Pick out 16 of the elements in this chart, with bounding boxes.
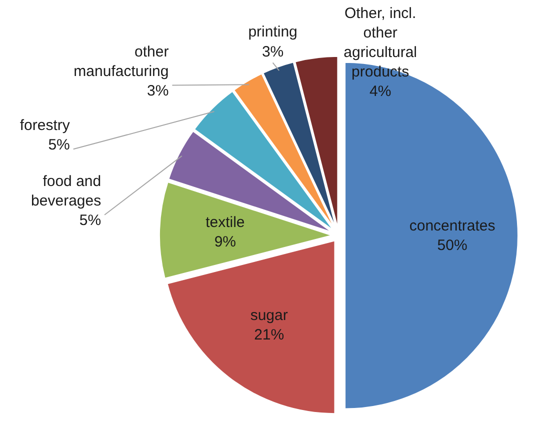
data-label: 4%	[369, 82, 392, 100]
slice-label: sugar	[250, 306, 288, 324]
slice-label: forestry	[20, 117, 70, 134]
slice-label: textile	[206, 214, 245, 231]
slice-label: printing	[248, 24, 298, 41]
data-label: 5%	[48, 136, 70, 154]
data-label: 3%	[147, 82, 169, 100]
data-label: 5%	[79, 212, 102, 230]
slice-label: food and beverages	[31, 172, 102, 210]
data-label: 3%	[262, 43, 284, 60]
data-label: 50%	[437, 236, 468, 254]
slice-label: other manufacturing	[74, 43, 169, 80]
slice-label: Other, incl. other agricultural products	[344, 4, 418, 80]
slice-label: concentrates	[409, 217, 496, 234]
data-label: 9%	[214, 233, 236, 250]
data-label: 21%	[254, 326, 284, 344]
